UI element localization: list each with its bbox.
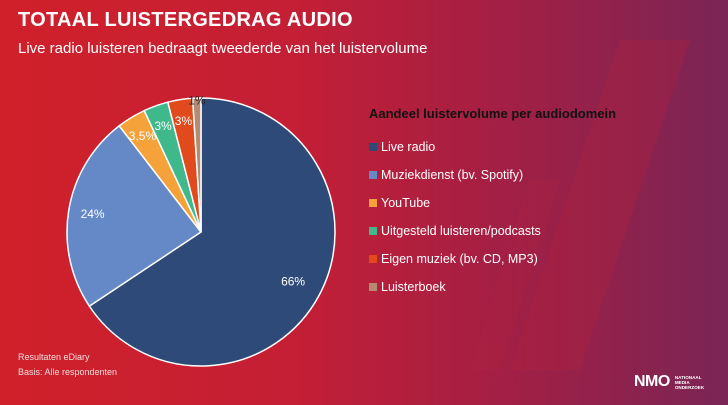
pie-label-3: 3% <box>154 119 172 133</box>
pie-label-2: 3,5% <box>129 129 157 143</box>
legend-swatch-0 <box>369 143 377 151</box>
legend-item-1: Muziekdienst (bv. Spotify) <box>369 167 699 183</box>
pie-label-5: 1% <box>188 94 206 108</box>
nmo-logo: NMO NATIONAAL MEDIA ONDERZOEK <box>634 373 704 391</box>
pie-slice-5 <box>191 97 202 233</box>
logo-line-3: ONDERZOEK <box>674 384 705 390</box>
chart-legend: Aandeel luistervolume per audiodomein Li… <box>369 106 699 307</box>
logo-text: NATIONAAL MEDIA ONDERZOEK <box>675 375 704 390</box>
legend-swatch-5 <box>369 283 377 291</box>
legend-item-2: YouTube <box>369 195 699 211</box>
source-note: Resultaten eDiary <box>18 352 90 362</box>
pie-label-4: 3% <box>175 114 193 128</box>
logo-mark: NMO <box>634 373 670 390</box>
legend-label-4: Eigen muziek (bv. CD, MP3) <box>381 252 538 266</box>
legend-label-5: Luisterboek <box>381 280 446 294</box>
legend-item-5: Luisterboek <box>369 279 699 295</box>
page-subtitle: Live radio luisteren bedraagt tweederde … <box>18 40 428 57</box>
legend-title: Aandeel luistervolume per audiodomein <box>369 106 617 121</box>
pie-label-0: 66% <box>281 274 305 288</box>
basis-note: Basis: Alle respondenten <box>18 367 118 377</box>
legend-item-3: Uitgesteld luisteren/podcasts <box>369 223 699 239</box>
logo-line-1: NATIONAAL <box>674 374 702 380</box>
logo-line-2: MEDIA <box>674 379 690 385</box>
legend-item-4: Eigen muziek (bv. CD, MP3) <box>369 251 699 267</box>
legend-swatch-2 <box>369 199 377 207</box>
pie-slice-0 <box>88 97 336 367</box>
legend-swatch-1 <box>369 171 377 179</box>
legend-label-2: YouTube <box>381 196 431 210</box>
page-title: TOTAAL LUISTERGEDRAG AUDIO <box>18 9 353 31</box>
legend-swatch-4 <box>369 255 377 263</box>
legend-item-0: Live radio <box>369 139 699 155</box>
legend-label-3: Uitgesteld luisteren/podcasts <box>381 224 541 238</box>
pie-label-1: 24% <box>81 207 105 221</box>
legend-swatch-3 <box>369 227 377 235</box>
pie-slice-1 <box>66 124 203 308</box>
legend-label-0: Live radio <box>381 140 436 154</box>
legend-label-1: Muziekdienst (bv. Spotify) <box>381 168 524 182</box>
